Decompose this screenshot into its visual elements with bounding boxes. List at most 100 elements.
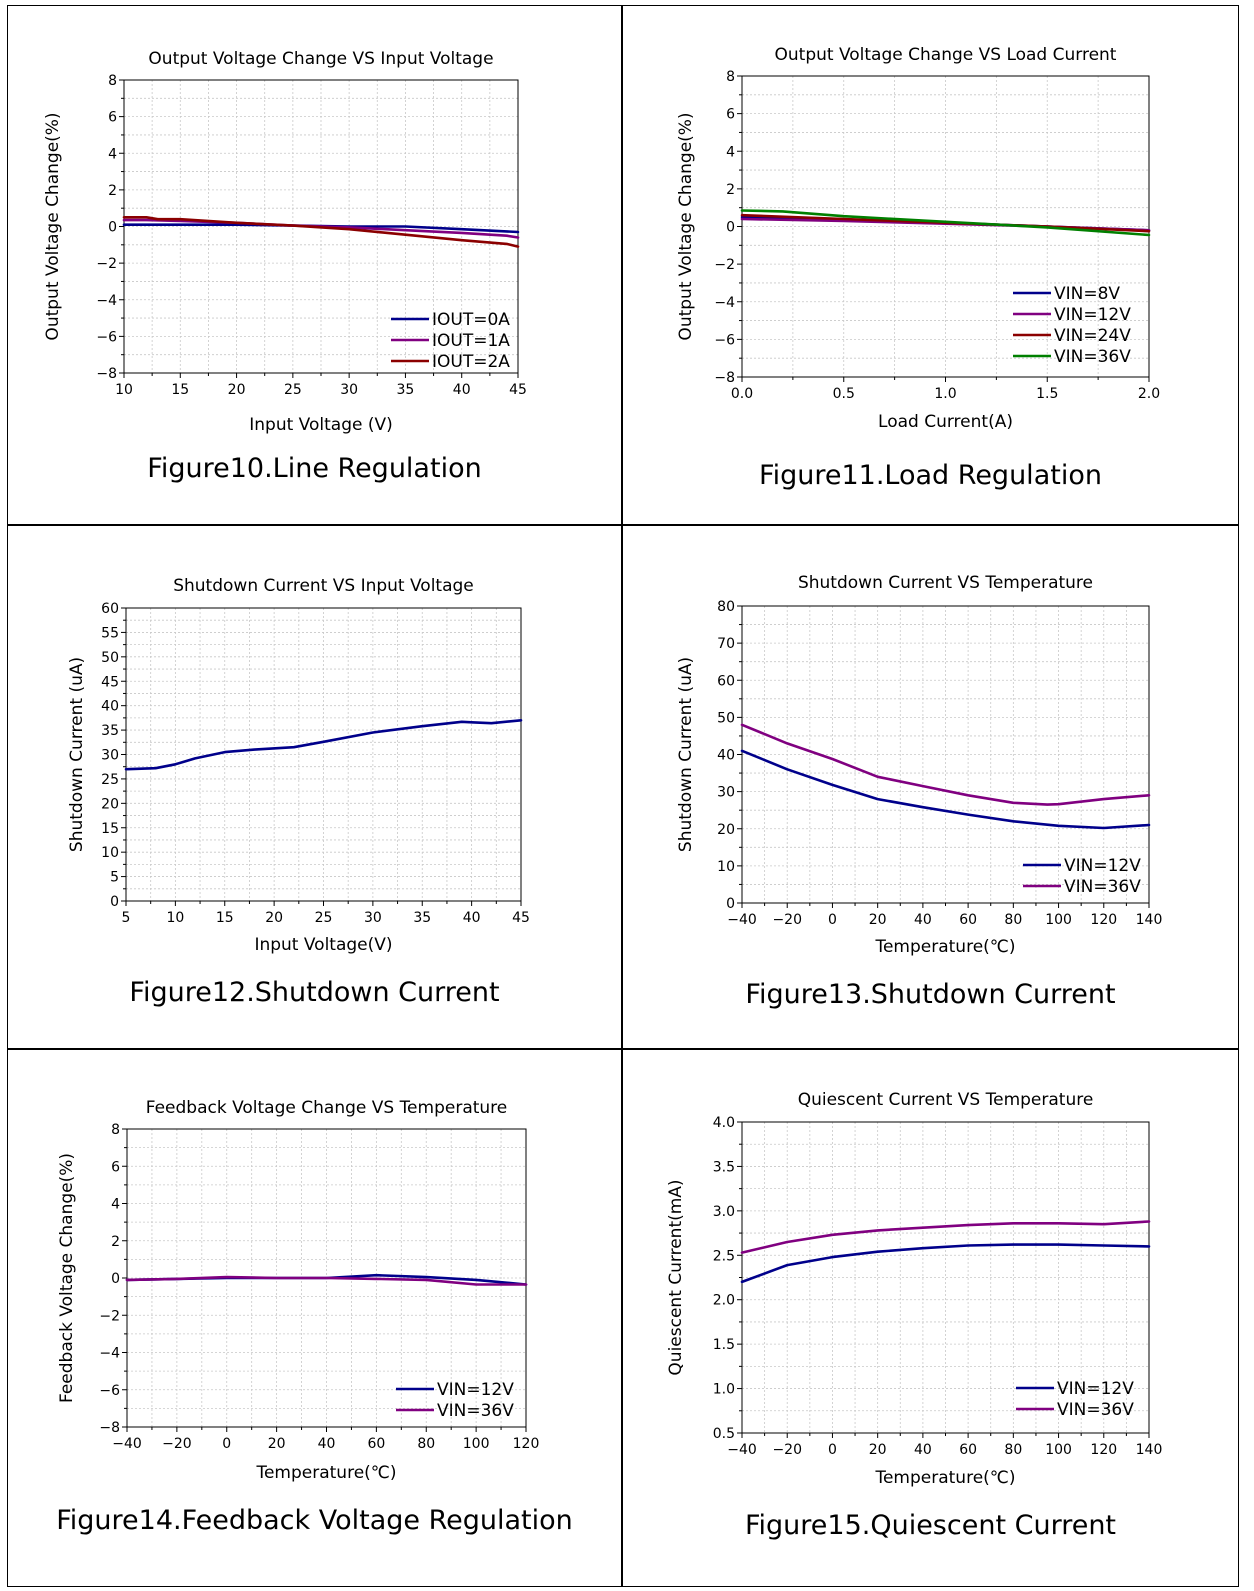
x-tick-label: 120 <box>1090 912 1117 928</box>
y-tick-label: 8 <box>108 73 117 89</box>
chart-title: Output Voltage Change VS Load Current <box>775 45 1117 65</box>
x-tick-label: −20 <box>772 1442 802 1458</box>
y-tick-label: −8 <box>714 370 735 386</box>
chart-title: Shutdown Current VS Input Voltage <box>173 576 474 596</box>
legend-label: VIN=36V <box>1054 347 1131 367</box>
y-axis-label: Shutdown Current (uA) <box>676 657 696 852</box>
y-tick-label: 40 <box>717 748 735 764</box>
series-line <box>124 719 523 771</box>
x-tick-label: 120 <box>513 1436 540 1452</box>
figure-caption: Figure13.Shutdown Current <box>745 979 1116 1010</box>
x-tick-label: 40 <box>914 912 932 928</box>
y-tick-label: 6 <box>726 107 735 123</box>
x-tick-label: 15 <box>171 382 189 398</box>
x-tick-label: 60 <box>367 1436 385 1452</box>
y-tick-label: 40 <box>101 699 119 715</box>
y-tick-label: 0 <box>111 1271 120 1287</box>
x-tick-label: 80 <box>1004 1442 1022 1458</box>
series-line <box>740 209 1151 237</box>
y-tick-label: 3.5 <box>713 1159 735 1175</box>
y-tick-label: 0 <box>726 220 735 236</box>
figure-caption: Figure15.Quiescent Current <box>744 1510 1117 1541</box>
x-axis-label: Input Voltage(V) <box>254 935 392 955</box>
y-tick-label: 80 <box>717 599 735 615</box>
y-tick-label: −4 <box>99 1346 120 1362</box>
y-tick-label: 50 <box>101 650 119 666</box>
y-tick-label: 8 <box>726 69 735 85</box>
y-tick-label: 6 <box>111 1159 120 1175</box>
y-tick-label: 2.0 <box>713 1293 735 1309</box>
x-tick-label: 35 <box>397 382 415 398</box>
y-tick-label: 2 <box>111 1234 120 1250</box>
y-tick-label: 0 <box>110 894 119 910</box>
legend-label: IOUT=2A <box>432 352 510 372</box>
x-tick-label: 140 <box>1136 912 1163 928</box>
figure-caption: Figure14.Feedback Voltage Regulation <box>56 1505 573 1536</box>
figure-caption: Figure11.Load Regulation <box>759 460 1102 491</box>
series-line <box>740 749 1151 830</box>
figure-table: 10 15 20 25 30 35 40 45 −8 −6 −4 −2 0 2 4 6 8 Output Volt… <box>7 5 1239 1587</box>
x-tick-label: 20 <box>869 1442 887 1458</box>
figure-cell-13: −40 −20 0 20 40 60 80 100 120 140 0 10 20 30 40 50 60 70 8… <box>623 526 1238 1048</box>
x-tick-label: −20 <box>162 1436 192 1452</box>
y-tick-label: 1.5 <box>713 1337 735 1353</box>
y-tick-label: 70 <box>717 636 735 652</box>
line-regulation-chart: 10 15 20 25 30 35 40 45 −8 −6 −4 −2 0 2 4 6 8 Output Volt… <box>43 49 527 435</box>
x-tick-label: 120 <box>1090 1442 1117 1458</box>
x-tick-label: 25 <box>315 910 333 926</box>
x-tick-label: 0.5 <box>833 386 855 402</box>
y-tick-label: 25 <box>101 772 119 788</box>
x-tick-label: 20 <box>265 910 283 926</box>
x-tick-label: 10 <box>166 910 184 926</box>
x-tick-label: 10 <box>115 382 133 398</box>
chart-title: Shutdown Current VS Temperature <box>798 573 1093 593</box>
quiescent-current-chart: −40 −20 0 20 40 60 80 100 120 140 0.5 1.0 1.5 2.0 2.5 3… <box>666 1090 1163 1488</box>
x-tick-label: 2.0 <box>1138 386 1160 402</box>
y-tick-label: 50 <box>717 710 735 726</box>
grid-lines <box>741 605 1150 904</box>
x-tick-label: 40 <box>453 382 471 398</box>
x-tick-label: −40 <box>727 1442 757 1458</box>
x-tick-label: 140 <box>1136 1442 1163 1458</box>
x-tick-label: 30 <box>340 382 358 398</box>
y-tick-label: 10 <box>101 845 119 861</box>
y-tick-label: 60 <box>101 601 119 617</box>
shutdown-current-vs-temperature-chart: −40 −20 0 20 40 60 80 100 120 140 0 10 20 30 40 50 60 70 8… <box>676 573 1163 957</box>
y-tick-label: 35 <box>101 723 119 739</box>
series-line <box>125 1275 528 1286</box>
legend-label: VIN=12V <box>1064 856 1141 876</box>
shutdown-current-vs-input-chart: 5 10 15 20 25 30 35 40 4505101520253035404550556… <box>67 576 530 955</box>
x-tick-label: −20 <box>772 912 802 928</box>
x-tick-label: −40 <box>112 1436 142 1452</box>
y-tick-label: 55 <box>101 625 119 641</box>
x-tick-label: 1.0 <box>934 386 956 402</box>
y-axis-label: Quiescent Current(mA) <box>666 1179 686 1375</box>
x-tick-label: 80 <box>417 1436 435 1452</box>
y-tick-label: 30 <box>101 748 119 764</box>
row-divider <box>8 524 1238 526</box>
row-divider <box>8 1048 1238 1050</box>
x-tick-label: 20 <box>228 382 246 398</box>
y-tick-label: 0.5 <box>713 1426 735 1442</box>
y-axis-label: Shutdown Current (uA) <box>67 657 87 852</box>
x-axis-label: Load Current(A) <box>878 412 1013 432</box>
x-tick-label: 60 <box>959 1442 977 1458</box>
series-line <box>740 1220 1151 1254</box>
y-tick-label: −4 <box>714 295 735 311</box>
series-line <box>122 216 520 248</box>
x-tick-label: 0.0 <box>731 386 753 402</box>
legend-label: VIN=36V <box>1057 1400 1134 1420</box>
x-tick-label: 25 <box>284 382 302 398</box>
y-axis-label: Output Voltage Change(%) <box>676 112 696 340</box>
y-tick-label: −6 <box>96 329 117 345</box>
y-tick-label: 0 <box>108 220 117 236</box>
series-line <box>740 723 1151 806</box>
y-tick-label: 4 <box>726 144 735 160</box>
chart-title: Output Voltage Change VS Input Voltage <box>148 49 493 69</box>
chart-title: Quiescent Current VS Temperature <box>798 1090 1094 1110</box>
x-tick-label: 45 <box>512 910 530 926</box>
x-tick-label: 100 <box>463 1436 490 1452</box>
y-tick-label: 3.0 <box>713 1204 735 1220</box>
x-tick-label: 15 <box>216 910 234 926</box>
legend-label: VIN=12V <box>1054 305 1131 325</box>
